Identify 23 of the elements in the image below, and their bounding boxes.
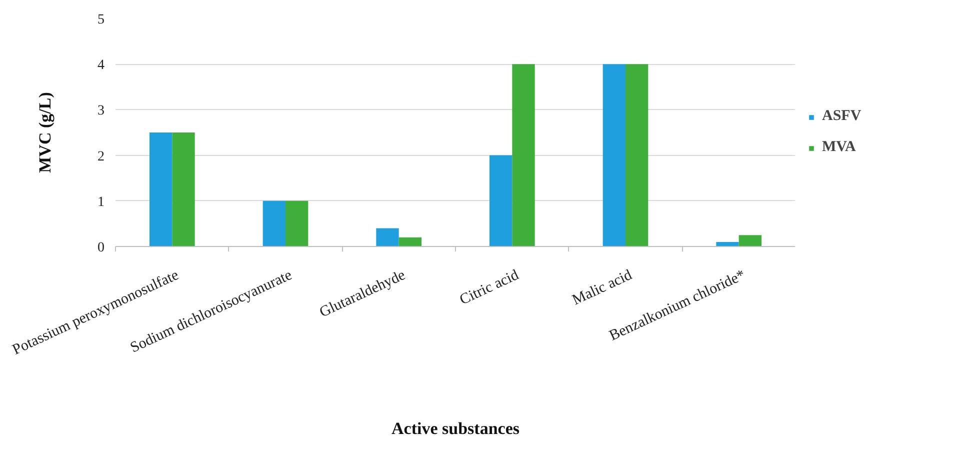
bar bbox=[490, 155, 512, 246]
bar bbox=[262, 200, 286, 246]
bar bbox=[738, 235, 762, 246]
y-tick-label: 2 bbox=[98, 149, 104, 164]
bar bbox=[512, 64, 535, 246]
y-tick-label: 1 bbox=[98, 194, 104, 210]
bar bbox=[172, 132, 195, 246]
y-tick-label: 3 bbox=[98, 104, 104, 119]
legend-label: MVA bbox=[822, 139, 856, 156]
y-tick-label: 4 bbox=[98, 58, 104, 74]
bar bbox=[376, 228, 399, 246]
y-tick-label: 0 bbox=[98, 240, 104, 256]
bar bbox=[286, 200, 308, 246]
x-tick-label: Malic acid bbox=[570, 267, 635, 309]
bar bbox=[602, 64, 626, 246]
bar bbox=[626, 64, 648, 246]
x-tick-label: Citric acid bbox=[457, 267, 522, 308]
bar bbox=[398, 237, 422, 246]
y-axis-title: MVC (g/L) bbox=[36, 92, 54, 173]
x-axis-title: Active substances bbox=[392, 419, 520, 438]
bar bbox=[150, 132, 172, 246]
y-tick-label: 5 bbox=[98, 12, 104, 28]
legend-label: ASFV bbox=[822, 108, 862, 125]
